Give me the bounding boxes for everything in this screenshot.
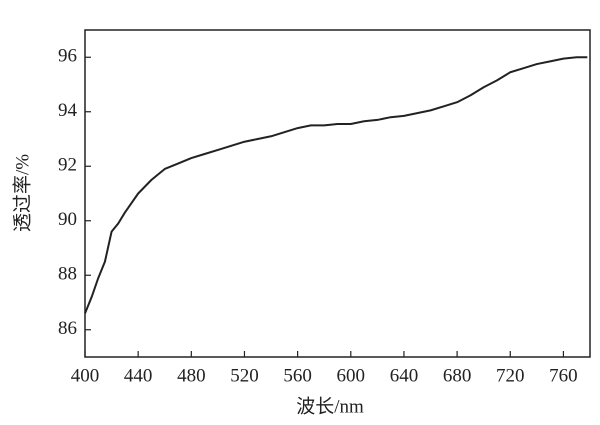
x-tick-label: 600 (337, 365, 366, 386)
x-tick-label: 680 (443, 365, 472, 386)
plot-frame (84, 29, 591, 358)
x-tick-label: 400 (71, 365, 100, 386)
x-tick-label: 640 (390, 365, 419, 386)
y-axis-label: 透过率/% (11, 154, 33, 232)
y-tick-label: 94 (58, 100, 78, 121)
y-tick-label: 92 (58, 155, 77, 176)
x-axis-label: 波长/nm (296, 395, 364, 417)
x-tick-label: 760 (549, 365, 578, 386)
y-tick-label: 90 (58, 209, 77, 230)
data-line (84, 56, 588, 314)
x-tick-label: 720 (496, 365, 525, 386)
y-tick-label: 86 (58, 318, 77, 339)
x-tick-label: 520 (230, 365, 259, 386)
x-tick-label: 440 (124, 365, 153, 386)
y-tick-label: 88 (58, 264, 77, 285)
y-tick-label: 96 (58, 46, 77, 67)
x-tick-label: 480 (177, 365, 206, 386)
x-tick-label: 560 (283, 365, 312, 386)
